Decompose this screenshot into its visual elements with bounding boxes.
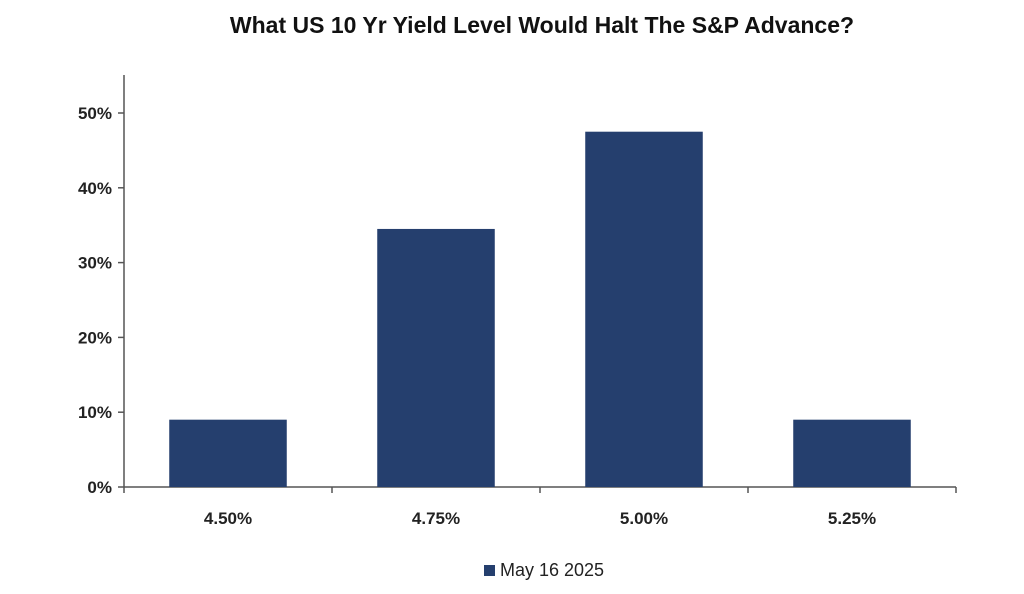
- x-tick-label: 4.75%: [412, 509, 460, 528]
- x-tick-label: 4.50%: [204, 509, 252, 528]
- legend: May 16 2025: [484, 560, 604, 580]
- x-tick-label: 5.00%: [620, 509, 668, 528]
- legend-label: May 16 2025: [500, 560, 604, 580]
- bar: [793, 419, 911, 487]
- y-tick-label: 30%: [78, 254, 112, 273]
- y-tick-label: 20%: [78, 328, 112, 347]
- bars: [169, 131, 911, 487]
- y-axis: 0% 10% 20% 30% 40% 50%: [78, 75, 125, 497]
- x-tick-label: 5.25%: [828, 509, 876, 528]
- y-tick-label: 40%: [78, 179, 112, 198]
- y-tick-label: 0%: [87, 478, 112, 497]
- bar: [377, 228, 495, 487]
- y-tick-label: 50%: [78, 104, 112, 123]
- y-tick-label: 10%: [78, 403, 112, 422]
- bar: [169, 419, 287, 487]
- chart-title: What US 10 Yr Yield Level Would Halt The…: [229, 12, 855, 38]
- x-axis: 4.50% 4.75% 5.00% 5.25%: [123, 486, 957, 528]
- bar: [585, 131, 703, 487]
- legend-swatch: [484, 565, 495, 576]
